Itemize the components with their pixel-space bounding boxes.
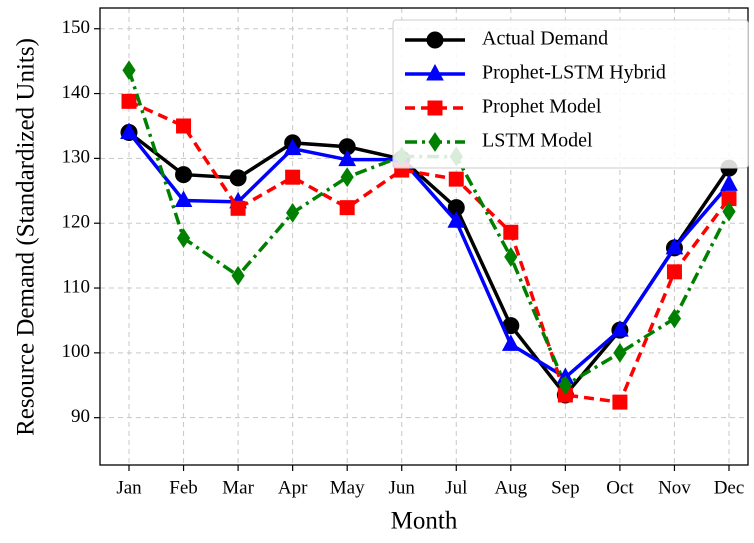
marker xyxy=(503,224,519,240)
marker xyxy=(426,63,444,81)
marker xyxy=(174,190,193,208)
legend-label: Prophet Model xyxy=(482,96,602,118)
marker xyxy=(120,122,138,139)
x-tick-label: May xyxy=(330,477,365,498)
marker xyxy=(286,202,300,223)
legend: Actual Demand Prophet-LSTM Hybrid Prophet … xyxy=(392,19,749,169)
x-tick-label: Sep xyxy=(551,477,580,498)
marker xyxy=(722,201,736,222)
y-tick-label: 140 xyxy=(62,82,91,103)
marker xyxy=(285,169,301,185)
series xyxy=(122,60,736,396)
marker xyxy=(231,265,245,286)
y-tick-label: 120 xyxy=(62,212,91,233)
x-tick-label: Apr xyxy=(278,477,308,498)
marker xyxy=(427,100,443,116)
marker xyxy=(283,138,302,156)
marker xyxy=(176,118,192,134)
marker xyxy=(612,394,628,410)
marker xyxy=(176,228,191,249)
y-tick-label: 130 xyxy=(62,147,91,168)
legend-label: Actual Demand xyxy=(482,28,608,50)
x-tick-label: Nov xyxy=(658,477,691,498)
x-tick-label: Oct xyxy=(606,477,634,498)
y-tick-label: 90 xyxy=(71,406,90,427)
legend-label: Prophet-LSTM Hybrid xyxy=(482,62,666,84)
marker xyxy=(428,132,442,152)
y-axis-label: Resource Demand (Standardized Units) xyxy=(13,38,40,436)
x-tick-label: Dec xyxy=(714,477,745,498)
x-tick-label: Mar xyxy=(222,477,254,498)
y-tick-label: 150 xyxy=(62,17,91,38)
marker xyxy=(667,308,682,329)
marker xyxy=(448,171,464,187)
marker xyxy=(613,342,627,363)
marker xyxy=(230,200,246,216)
marker xyxy=(175,166,193,184)
x-tick-label: Feb xyxy=(169,477,198,498)
marker xyxy=(558,375,572,396)
legend-label: LSTM Model xyxy=(482,130,593,152)
marker xyxy=(340,167,354,188)
marker xyxy=(665,237,684,255)
marker xyxy=(447,211,466,228)
x-axis-label: Month xyxy=(391,508,458,535)
x-tick-label: Jan xyxy=(116,477,142,498)
series-line xyxy=(128,99,731,405)
marker xyxy=(501,334,520,351)
marker xyxy=(338,149,357,167)
y-tick-label: 110 xyxy=(62,276,90,297)
plot-frame xyxy=(99,7,749,466)
legend-box xyxy=(392,19,749,169)
x-tick-label: Jun xyxy=(389,477,416,498)
marker xyxy=(666,264,682,280)
marker xyxy=(339,200,355,216)
marker xyxy=(229,169,247,187)
y-tick-label: 100 xyxy=(62,341,91,362)
marker xyxy=(504,247,518,267)
marker xyxy=(121,93,137,109)
marker xyxy=(720,174,738,191)
series-line xyxy=(127,131,731,380)
marker xyxy=(611,320,629,337)
x-tick-label: Jul xyxy=(445,477,467,498)
marker xyxy=(122,60,136,81)
x-tick-label: Aug xyxy=(494,477,527,498)
marker xyxy=(426,31,444,49)
